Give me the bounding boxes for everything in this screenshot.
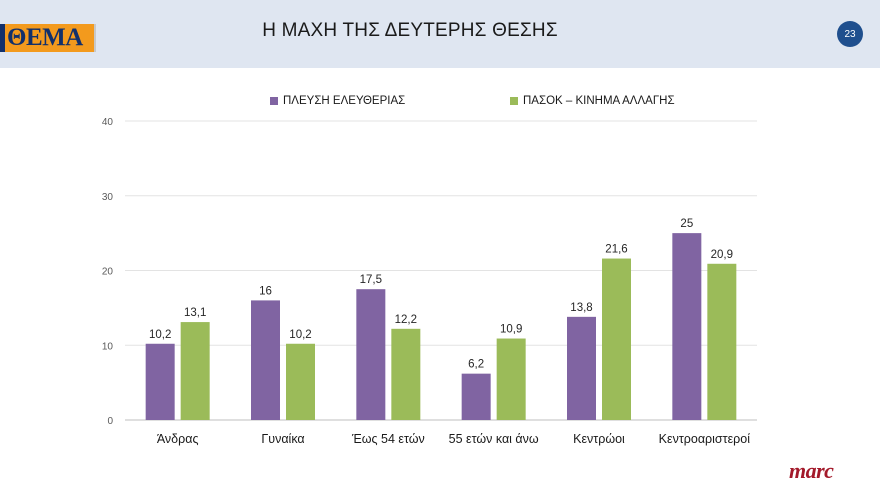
x-tick-label: Έως 54 ετών <box>351 432 425 446</box>
logo: ΘΕΜΑ <box>0 24 96 52</box>
data-label: 25 <box>680 218 693 230</box>
header-bar: ΘΕΜΑ Η ΜΑΧΗ ΤΗΣ ΔΕΥΤΕΡΗΣ ΘΕΣΗΣ 23 <box>0 0 880 68</box>
brand-logo: marc <box>789 458 834 483</box>
data-label: 10,9 <box>500 324 522 336</box>
data-label: 10,2 <box>149 329 171 341</box>
data-label: 10,2 <box>289 329 311 341</box>
data-label: 21,6 <box>605 244 627 256</box>
bar-series-2 <box>180 322 210 420</box>
y-tick-label: 10 <box>102 341 114 352</box>
bar-series-2 <box>707 263 737 420</box>
logo-text: ΘΕΜΑ <box>7 24 83 51</box>
x-tick-label: 55 ετών και άνω <box>449 432 539 446</box>
legend-label-series-2: ΠΑΣΟΚ – ΚΙΝΗΜΑ ΑΛΛΑΓΗΣ <box>523 95 675 107</box>
bar-series-2 <box>602 258 631 420</box>
y-tick-label: 30 <box>102 192 114 203</box>
page-number-badge: 23 <box>837 21 863 47</box>
bar-series-1 <box>145 343 175 420</box>
data-label: 17,5 <box>360 274 382 286</box>
legend-item-series-2: ΠΑΣΟΚ – ΚΙΝΗΜΑ ΑΛΛΑΓΗΣ <box>510 95 675 107</box>
data-label: 20,9 <box>711 249 733 261</box>
page-title-text: Η ΜΑΧΗ ΤΗΣ ΔΕΥΤΕΡΗΣ ΘΕΣΗΣ <box>262 20 558 41</box>
legend-label-series-1: ΠΛΕΥΣΗ ΕΛΕΥΘΕΡΙΑΣ <box>283 95 406 107</box>
y-tick-label: 20 <box>102 267 114 278</box>
logo-strip <box>0 24 5 52</box>
x-tick-label: Κεντρώοι <box>573 432 625 446</box>
bar-series-2 <box>496 338 526 420</box>
data-label: 13,1 <box>184 307 206 319</box>
legend-item-series-1: ΠΛΕΥΣΗ ΕΛΕΥΘΕΡΙΑΣ <box>270 95 405 107</box>
legend-swatch-series-2 <box>510 97 518 105</box>
bar-series-1 <box>567 316 596 420</box>
data-label: 12,2 <box>395 314 417 326</box>
bar-series-1 <box>461 373 491 420</box>
y-tick-label: 0 <box>107 416 113 427</box>
x-tick-label: Κεντροαριστεροί <box>659 432 751 446</box>
data-label: 6,2 <box>468 359 484 371</box>
y-tick-label: 40 <box>102 117 114 128</box>
legend-swatch-series-1 <box>270 97 278 105</box>
chart-legend: ΠΛΕΥΣΗ ΕΛΕΥΘΕΡΙΑΣ ΠΑΣΟΚ – ΚΙΝΗΜΑ ΑΛΛΑΓΗΣ <box>0 95 880 111</box>
bar-series-2 <box>286 343 315 420</box>
bar-series-2 <box>391 328 421 420</box>
data-label: 13,8 <box>570 302 592 314</box>
bar-series-1 <box>672 233 702 420</box>
data-label: 16 <box>259 285 272 297</box>
x-tick-label: Γυναίκα <box>261 432 304 446</box>
bar-series-1 <box>356 289 386 420</box>
x-tick-label: Άνδρας <box>157 432 199 446</box>
page-title: Η ΜΑΧΗ ΤΗΣ ΔΕΥΤΕΡΗΣ ΘΕΣΗΣ <box>0 20 880 42</box>
bar-series-1 <box>251 300 280 420</box>
